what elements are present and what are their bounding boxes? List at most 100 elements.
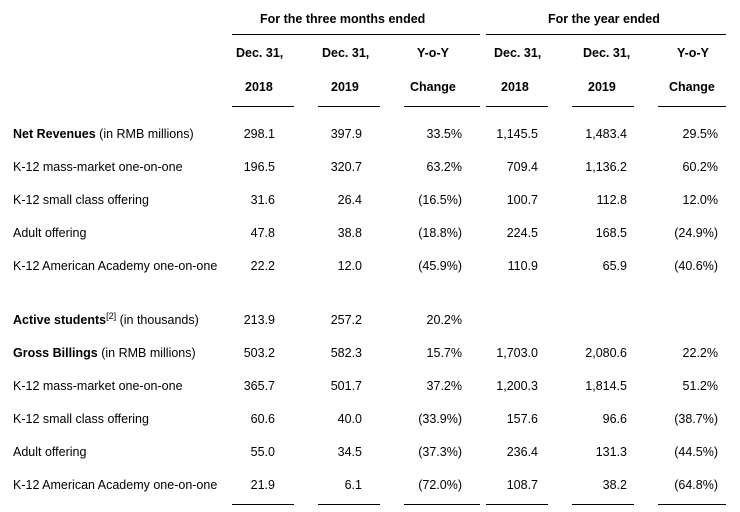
table-cell: (44.5%) [674,445,718,459]
col-underline [318,106,380,107]
table-cell: 503.2 [243,346,275,360]
table-cell: 21.9 [250,478,275,492]
table-cell: 6.1 [344,478,362,492]
table-cell: (33.9%) [418,412,462,426]
group-header-three-months: For the three months ended [260,12,426,26]
table-cell: 51.2% [682,379,718,393]
table-cell: 365.7 [243,379,275,393]
table-cell: 12.0 [337,259,362,273]
col-bottom-rule [658,504,726,505]
group-underline-three-months [232,34,480,35]
table-cell: 501.7 [330,379,362,393]
table-cell: 12.0% [682,193,718,207]
table-cell: 96.6 [602,412,627,426]
row-label: Active students[2] (in thousands) [13,311,199,327]
table-cell: 20.2% [426,313,462,327]
col-header-bottom: Change [669,80,715,94]
row-label: Adult offering [13,445,87,459]
table-cell: 38.2 [602,478,627,492]
table-cell: 110.9 [507,259,538,273]
col-bottom-rule [404,504,480,505]
col-header-top: Dec. 31, [236,46,284,60]
table-cell: 582.3 [330,346,362,360]
table-cell: (40.6%) [674,259,718,273]
table-cell: 298.1 [243,127,275,141]
col-header-bottom: 2018 [501,80,529,94]
col-header-top: Dec. 31, [322,46,370,60]
row-label: Adult offering [13,226,87,240]
table-cell: (45.9%) [418,259,462,273]
table-cell: 131.3 [595,445,627,459]
table-cell: 709.4 [506,160,538,174]
row-label-unit: (in thousands) [116,313,199,327]
table-cell: 37.2% [426,379,462,393]
row-label-bold: Active students [13,313,107,327]
col-header-bottom: 2019 [331,80,359,94]
col-underline [404,106,480,107]
row-label: K-12 small class offering [13,193,149,207]
row-label-bold: Gross Billings [13,346,98,360]
row-label: Net Revenues (in RMB millions) [13,128,194,141]
col-header-bottom: 2019 [588,80,616,94]
table-cell: (24.9%) [674,226,718,240]
table-cell: 168.5 [595,226,627,240]
table-cell: 320.7 [330,160,362,174]
col-bottom-rule [232,504,294,505]
table-cell: 63.2% [426,160,462,174]
table-cell: (18.8%) [418,226,462,240]
table-cell: 196.5 [243,160,275,174]
col-header-top: Dec. 31, [494,46,542,60]
table-cell: 100.7 [506,193,538,207]
table-cell: 2,080.6 [585,346,627,360]
table-cell: 60.6 [250,412,275,426]
col-header-top: Y-o-Y [417,46,449,60]
table-cell: (16.5%) [418,193,462,207]
table-cell: (64.8%) [674,478,718,492]
table-cell: 1,136.2 [585,160,627,174]
table-cell: 34.5 [337,445,362,459]
table-cell: 40.0 [337,412,362,426]
table-cell: 236.4 [506,445,538,459]
table-cell: 112.8 [596,193,627,207]
row-label-unit: (in RMB millions) [95,127,194,141]
table-cell: (72.0%) [418,478,462,492]
col-header-top: Dec. 31, [583,46,631,60]
table-cell: 55.0 [250,445,275,459]
table-cell: 47.8 [250,226,275,240]
table-cell: 31.6 [250,193,275,207]
table-cell: 157.6 [506,412,538,426]
table-cell: 1,145.5 [496,127,538,141]
table-cell: 213.9 [243,313,275,327]
table-cell: 257.2 [330,313,362,327]
table-cell: 1,814.5 [585,379,627,393]
row-label: K-12 mass-market one-on-one [13,160,183,174]
table-cell: 22.2 [250,259,275,273]
table-cell: 22.2% [682,346,718,360]
table-cell: 397.9 [330,127,362,141]
group-header-year: For the year ended [548,12,660,26]
col-header-bottom: Change [410,80,456,94]
col-underline [658,106,726,107]
col-bottom-rule [486,504,548,505]
col-header-bottom: 2018 [245,80,273,94]
row-label: K-12 mass-market one-on-one [13,379,183,393]
footnote-marker: [2] [106,311,117,321]
table-cell: 1,483.4 [585,127,627,141]
col-header-top: Y-o-Y [677,46,709,60]
col-underline [572,106,634,107]
row-label-bold: Net Revenues [13,127,96,141]
row-label: K-12 American Academy one-on-one [13,259,218,273]
col-bottom-rule [318,504,380,505]
col-underline [232,106,294,107]
table-cell: 33.5% [426,127,462,141]
table-cell: (37.3%) [418,445,462,459]
group-underline-year [486,34,726,35]
table-cell: 1,703.0 [496,346,538,360]
table-cell: 26.4 [337,193,362,207]
table-cell: 224.5 [506,226,538,240]
table-cell: 65.9 [602,259,627,273]
row-label: Gross Billings (in RMB millions) [13,347,196,360]
table-cell: 1,200.3 [496,379,538,393]
row-label: K-12 small class offering [13,412,149,426]
